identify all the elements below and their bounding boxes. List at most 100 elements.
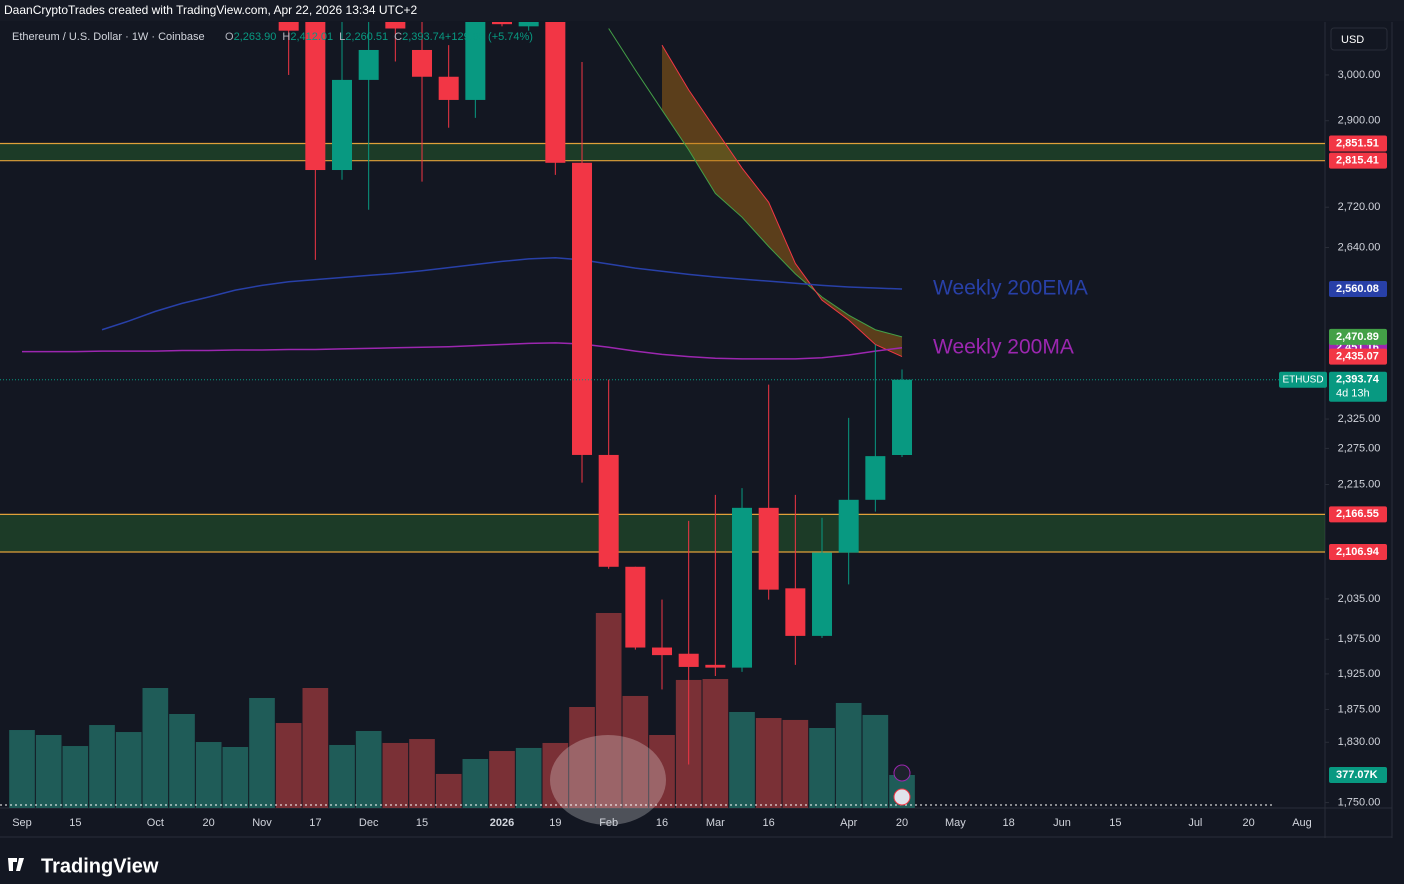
candle-body <box>518 22 539 27</box>
x-tick-label: 15 <box>69 817 81 829</box>
x-tick-label: Apr <box>840 817 857 829</box>
volume-bar <box>62 746 89 808</box>
volume-bar <box>835 702 862 808</box>
candle-body <box>385 22 406 29</box>
line <box>101 257 903 331</box>
volume-bar <box>569 706 595 808</box>
price-marker-label: 2,166.55 <box>1336 508 1379 520</box>
candle-body <box>732 507 753 668</box>
x-tick-label: 16 <box>656 817 668 829</box>
ohlc-legend: O2,263.90 H2,412.01 L2,260.51 C2,393.74+129… <box>225 31 533 43</box>
volume-bar <box>649 735 675 808</box>
x-tick-label: 16 <box>763 817 775 829</box>
symbol-tag <box>1279 371 1327 388</box>
volume-bar <box>9 730 35 808</box>
volume-bar <box>515 747 542 808</box>
volume-bar <box>702 678 729 808</box>
logo-icon <box>8 858 24 871</box>
y-tick-label: 2,640.00 <box>1338 241 1381 253</box>
price-marker-label: 2,470.89 <box>1336 331 1379 343</box>
volume-bar <box>409 739 435 808</box>
volume-bar <box>729 711 755 808</box>
volume-bar <box>249 697 275 808</box>
volume-bar <box>809 728 835 808</box>
volume-bar <box>755 718 782 808</box>
legend-value: 2,263.90 <box>234 31 277 43</box>
volume-bar <box>595 613 622 808</box>
legend-value: 2,260.51 <box>345 31 388 43</box>
x-tick-label: 19 <box>549 817 561 829</box>
x-tick-label: 20 <box>203 817 215 829</box>
legend-key: O <box>225 31 234 43</box>
candle-body <box>812 552 833 636</box>
x-tick-label: Mar <box>706 817 725 829</box>
currency-button[interactable] <box>1330 27 1388 51</box>
candle-body <box>785 588 806 636</box>
y-tick-label: 1,875.00 <box>1338 703 1381 715</box>
legend-key: H <box>282 31 290 43</box>
x-tick-label: 20 <box>896 817 908 829</box>
candle-body <box>865 456 886 500</box>
candle-body <box>305 22 326 171</box>
y-tick-label: 2,035.00 <box>1338 593 1381 605</box>
legend-value: 2,412.01 <box>290 31 333 43</box>
y-tick-label: 3,000.00 <box>1338 69 1381 81</box>
volume-bar <box>435 773 462 808</box>
candle-body <box>358 49 379 80</box>
plot <box>0 22 1325 808</box>
candle-body <box>572 162 593 455</box>
series-label: Weekly 200MA <box>933 335 1074 358</box>
line <box>661 44 903 358</box>
header-bar <box>0 0 1404 21</box>
price-marker <box>1329 506 1387 523</box>
icon <box>893 788 911 806</box>
volume-bar <box>302 688 329 808</box>
candle-body <box>678 653 699 667</box>
legend-value: 2,393.74 <box>402 31 445 43</box>
x-tick-label: 17 <box>309 817 321 829</box>
symbol: ETHUSD <box>1282 374 1323 385</box>
x-tick-label: 2026 <box>490 817 514 829</box>
price-marker <box>1329 544 1387 561</box>
price-marker-label: 2,815.41 <box>1336 155 1379 167</box>
volume-bar <box>862 714 889 808</box>
x-tick-label: Oct <box>147 817 164 829</box>
volume-bar <box>222 746 249 808</box>
price-marker <box>1329 281 1387 298</box>
volume-bar <box>622 695 649 808</box>
candle-body <box>892 379 913 456</box>
candle-body <box>332 79 353 171</box>
header: DaanCryptoTrades created with TradingVie… <box>4 3 418 17</box>
chart-title: Ethereum / U.S. Dollar · 1W · Coinbase <box>12 31 205 43</box>
candle-body <box>758 507 779 590</box>
price-marker <box>1329 152 1387 169</box>
price-marker <box>1329 371 1387 402</box>
volume-bar <box>329 744 355 808</box>
y-tick-label: 2,215.00 <box>1338 478 1381 490</box>
candle-body <box>598 454 619 567</box>
candle-body <box>438 76 459 100</box>
zone <box>0 514 1325 553</box>
price-marker-label: 2,393.74 <box>1336 374 1380 386</box>
x-tick-label: Sep <box>12 817 32 829</box>
y-tick-label: 1,975.00 <box>1338 633 1381 645</box>
legend-value: +129.85 (+5.74%) <box>445 31 533 43</box>
candle-body <box>838 499 859 553</box>
volume-bar <box>275 723 302 808</box>
legend-key: C <box>394 31 402 43</box>
currency[interactable]: USD <box>1341 34 1364 46</box>
price-marker <box>1329 348 1387 365</box>
x-tick-label: Feb <box>599 817 618 829</box>
x-tick-label: May <box>945 817 966 829</box>
y-tick-label: 2,325.00 <box>1338 413 1381 425</box>
highlight <box>550 735 666 825</box>
price-marker <box>1329 135 1387 152</box>
series-label: Weekly 200EMA <box>933 277 1088 300</box>
price-marker <box>1329 328 1387 345</box>
y-tick-label: 2,720.00 <box>1338 201 1381 213</box>
candle-body <box>705 664 726 668</box>
line <box>608 28 903 338</box>
